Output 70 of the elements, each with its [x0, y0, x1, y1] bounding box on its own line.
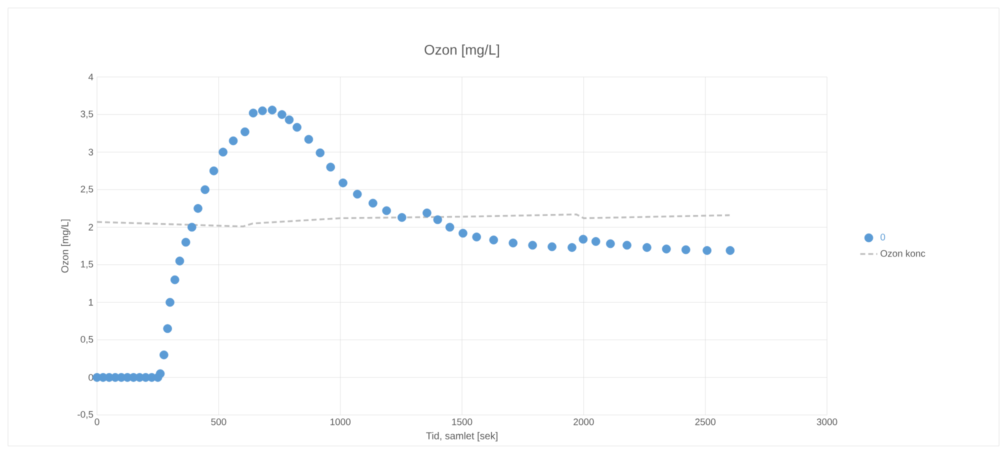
- y-tick-label: 0: [88, 374, 94, 381]
- point: [258, 106, 267, 116]
- point: [181, 238, 190, 247]
- point: [188, 222, 196, 232]
- point: [292, 122, 302, 132]
- point: [445, 222, 454, 232]
- point: [528, 240, 537, 250]
- point: [606, 239, 615, 248]
- legend-label: Ozon konc: [880, 250, 926, 257]
- point: [642, 243, 652, 252]
- point: [278, 110, 286, 119]
- point: [458, 228, 468, 238]
- point: [218, 148, 228, 156]
- point: [248, 108, 258, 118]
- point: [622, 240, 632, 250]
- x-axis-title: Tid, samlet [sek]: [426, 432, 498, 442]
- y-axis-title: Ozon [mg/L]: [61, 220, 70, 273]
- point: [472, 232, 482, 242]
- y-tick-label: 2,5: [80, 186, 94, 194]
- line-series: [96, 214, 731, 228]
- x-tick-label: 0: [94, 418, 100, 426]
- point: [316, 148, 325, 158]
- point: [352, 190, 362, 199]
- point: [681, 245, 690, 254]
- point: [368, 198, 378, 208]
- point: [156, 369, 165, 378]
- point: [398, 213, 406, 222]
- point: [662, 244, 671, 254]
- point: [338, 178, 348, 188]
- point: [422, 208, 432, 218]
- point: [489, 236, 498, 244]
- point: [326, 162, 336, 172]
- y-tick-label: 3: [88, 148, 94, 156]
- x-tick-label: 500: [211, 418, 226, 426]
- point: [591, 237, 600, 246]
- point: [284, 115, 294, 124]
- x-tick-label: 2500: [695, 418, 716, 426]
- point: [304, 134, 314, 144]
- y-tick-label: 1: [88, 299, 94, 306]
- y-tick-label: 0,5: [80, 336, 94, 344]
- point: [578, 234, 588, 244]
- point: [200, 185, 210, 194]
- point: [268, 106, 277, 114]
- point: [508, 238, 518, 248]
- y-tick-label: -0,5: [78, 411, 94, 419]
- point: [228, 136, 238, 146]
- x-tick-label: 3000: [816, 418, 838, 426]
- legend-label: 0: [880, 234, 886, 240]
- x-tick-label: 2000: [574, 418, 594, 426]
- point: [175, 256, 184, 266]
- x-tick-label: 1500: [452, 418, 472, 426]
- point: [166, 298, 174, 307]
- point: [240, 127, 250, 136]
- point: [726, 246, 735, 255]
- point: [163, 324, 172, 334]
- y-tick-label: 1,5: [81, 260, 94, 269]
- y-tick-label: 2: [88, 224, 94, 231]
- y-tick-label: 3,5: [80, 110, 94, 118]
- point: [170, 275, 180, 284]
- chart-title: Ozon [mg/L]: [424, 44, 499, 58]
- point: [194, 204, 202, 213]
- point: [433, 215, 442, 224]
- point: [568, 243, 576, 252]
- point: [160, 350, 168, 360]
- point: [209, 166, 218, 176]
- y-tick-label: 4: [88, 74, 94, 80]
- point: [548, 242, 556, 252]
- x-tick-label: 1000: [330, 418, 350, 426]
- point: [382, 206, 391, 216]
- point: [702, 246, 712, 255]
